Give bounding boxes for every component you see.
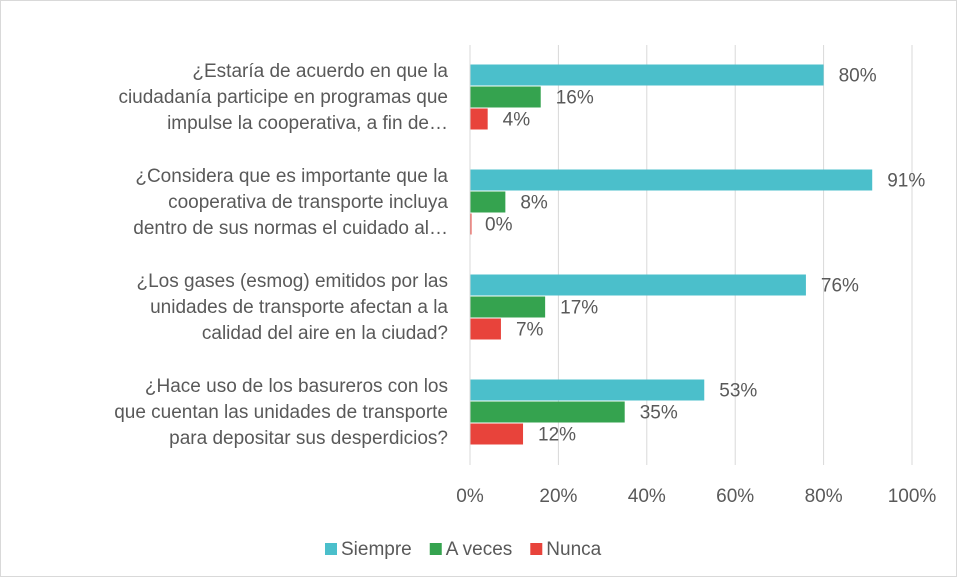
- x-tick-label: 40%: [628, 486, 666, 507]
- x-tick-label: 0%: [456, 486, 484, 507]
- bar: [470, 379, 705, 401]
- legend-swatch: [429, 543, 442, 555]
- data-label: 16%: [556, 88, 594, 109]
- data-label: 0%: [485, 215, 513, 236]
- bar: [470, 64, 824, 86]
- category-label: ¿Considera que es importante que la coop…: [133, 165, 448, 239]
- category-label: ¿Hace uso de los basureros con los que c…: [114, 375, 448, 449]
- x-tick-label: 80%: [805, 486, 843, 507]
- category-label: ¿Estaría de acuerdo en que la ciudadanía…: [118, 60, 448, 134]
- data-label: 76%: [821, 276, 859, 297]
- x-tick-label: 20%: [539, 486, 577, 507]
- data-label: 12%: [538, 425, 576, 446]
- bar: [470, 213, 472, 235]
- data-label: 8%: [520, 193, 548, 214]
- legend-swatch: [325, 543, 337, 555]
- x-tick-label: 100%: [888, 486, 937, 507]
- legend-label: A veces: [446, 539, 513, 560]
- bar: [470, 274, 806, 296]
- legend-label: Nunca: [546, 539, 601, 560]
- data-label: 80%: [839, 66, 877, 87]
- data-label: 35%: [640, 403, 678, 424]
- bar: [470, 318, 501, 340]
- x-tick-label: 60%: [716, 486, 754, 507]
- data-label: 53%: [719, 381, 757, 402]
- data-label: 91%: [887, 171, 925, 192]
- bar: [470, 296, 546, 318]
- bar: [470, 401, 625, 423]
- bar: [470, 108, 488, 130]
- bar: [470, 423, 524, 445]
- data-label: 17%: [560, 298, 598, 319]
- bar: [470, 169, 873, 191]
- bar: [470, 86, 541, 108]
- category-label: ¿Los gases (esmog) emitidos por las unid…: [136, 270, 448, 344]
- data-label: 7%: [516, 320, 544, 341]
- legend-swatch: [530, 543, 543, 555]
- data-label: 4%: [503, 110, 531, 131]
- bar: [470, 191, 506, 213]
- legend-label: Siempre: [341, 539, 412, 560]
